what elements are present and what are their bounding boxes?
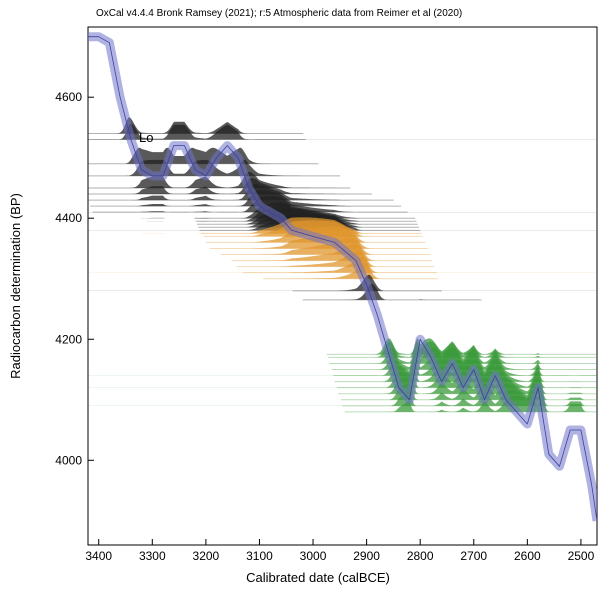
chart-title: OxCal v4.4.4 Bronk Ramsey (2021); r:5 At… xyxy=(96,8,462,19)
probability-distribution xyxy=(88,365,597,382)
x-tick-label: 2800 xyxy=(407,549,434,563)
probability-distribution xyxy=(88,178,597,195)
x-tick-label: 3200 xyxy=(193,549,220,563)
x-axis-label: Calibrated date (calBCE) xyxy=(246,570,390,585)
probability-distribution xyxy=(88,159,597,176)
probability-distribution xyxy=(88,353,597,370)
x-tick-label: 2500 xyxy=(568,549,595,563)
probability-distribution xyxy=(88,395,597,412)
probability-distribution xyxy=(88,347,597,364)
probability-distribution xyxy=(88,250,597,267)
x-tick-label: 3400 xyxy=(85,549,112,563)
probability-distribution xyxy=(88,172,597,188)
probability-distribution xyxy=(88,117,597,134)
y-tick-label: 4600 xyxy=(55,90,82,104)
probability-distribution xyxy=(88,208,597,225)
probability-distribution xyxy=(88,205,597,222)
x-tick-label: 2900 xyxy=(353,549,380,563)
x-tick-label: 3000 xyxy=(300,549,327,563)
plot-area xyxy=(88,32,597,522)
probability-distribution xyxy=(88,338,597,355)
probability-distribution xyxy=(88,377,597,394)
probability-distribution xyxy=(88,123,597,140)
probability-distribution xyxy=(88,256,597,273)
plot-frame xyxy=(87,26,598,546)
annotation: Lo xyxy=(139,130,153,145)
x-tick-label: 2600 xyxy=(514,549,541,563)
x-tick-label: 3100 xyxy=(246,549,273,563)
probability-distribution xyxy=(88,371,597,388)
probability-distribution xyxy=(88,389,597,406)
probability-distribution xyxy=(88,283,597,300)
probability-distribution xyxy=(88,383,597,400)
y-tick-label: 4200 xyxy=(55,332,82,346)
x-tick-label: 2700 xyxy=(460,549,487,563)
probability-distribution xyxy=(88,359,597,376)
y-axis-label: Radiocarbon determination (BP) xyxy=(8,193,23,379)
y-tick-label: 4000 xyxy=(55,453,82,467)
calibration-curve xyxy=(88,36,597,521)
x-tick-label: 3300 xyxy=(139,549,166,563)
y-tick-label: 4400 xyxy=(55,211,82,225)
probability-distribution xyxy=(88,202,597,219)
probability-distribution xyxy=(88,341,597,358)
